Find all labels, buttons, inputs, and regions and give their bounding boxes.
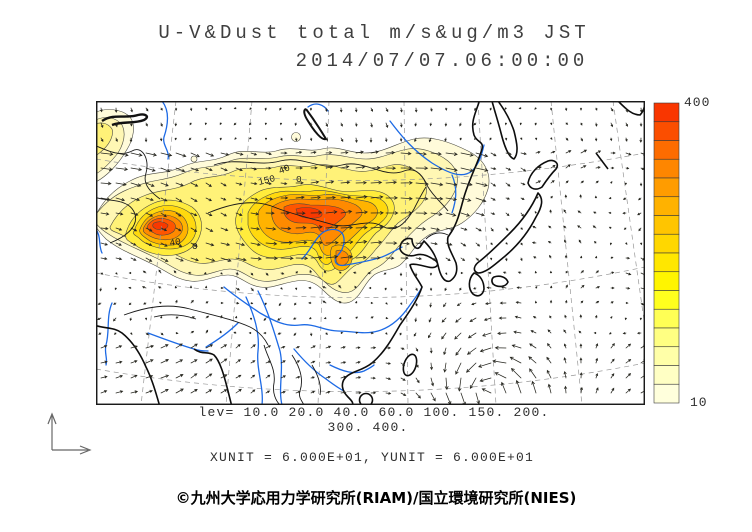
colorbar-segment <box>653 271 680 291</box>
contour-value-label: 40 <box>169 236 182 249</box>
colorbar-segment <box>653 158 680 179</box>
colorbar-segment <box>653 140 680 160</box>
map-plot-area: 150 40 0 40 0 <box>96 101 645 405</box>
colorbar-segment <box>653 121 680 141</box>
colorbar-segment <box>653 177 680 198</box>
graticule-grid <box>96 101 645 405</box>
contour-value-label: 0 <box>296 174 302 185</box>
colorbar-segment <box>653 233 680 254</box>
contour-levels-line2: 300. 400. <box>327 420 409 435</box>
colorbar-segment <box>653 327 680 348</box>
contour-levels-line1: lev= 10.0 20.0 40.0 60.0 100. 150. 200. <box>198 405 550 420</box>
colorbar-segment <box>653 102 680 123</box>
colorbar-segment <box>653 365 680 385</box>
colorbar-segment <box>653 346 680 366</box>
colorbar-segment <box>653 290 680 310</box>
colorbar <box>653 101 683 405</box>
contour-value-label: 150 <box>257 173 277 188</box>
colorbar-segment <box>653 215 680 235</box>
plot-timestamp: 2014/07/07.06:00:00 <box>295 50 589 72</box>
contour-value-label: 0 <box>192 241 198 252</box>
colorbar-segment <box>653 252 680 273</box>
colorbar-min-label: 10 <box>690 395 708 410</box>
copyright-line: ©九州大学応用力学研究所(RIAM)/国立環境研究所(NIES) <box>175 489 577 507</box>
contour-value-label: 40 <box>277 162 292 177</box>
plot-title: U-V&Dust total m/s&ug/m3 JST <box>158 22 590 44</box>
colorbar-segment <box>653 196 680 216</box>
axes-orientation-icon <box>47 412 92 455</box>
rivers-layer <box>96 101 485 405</box>
wind-vectors-layer <box>97 107 645 405</box>
colorbar-segment <box>653 383 680 404</box>
colorbar-max-label: 400 <box>684 95 711 110</box>
dust-contour-fills <box>96 109 490 304</box>
map-frame <box>96 101 645 405</box>
colorbar-segment <box>653 308 680 329</box>
lakes-layer <box>101 108 328 141</box>
vector-units-line: XUNIT = 6.000E+01, YUNIT = 6.000E+01 <box>209 450 535 465</box>
